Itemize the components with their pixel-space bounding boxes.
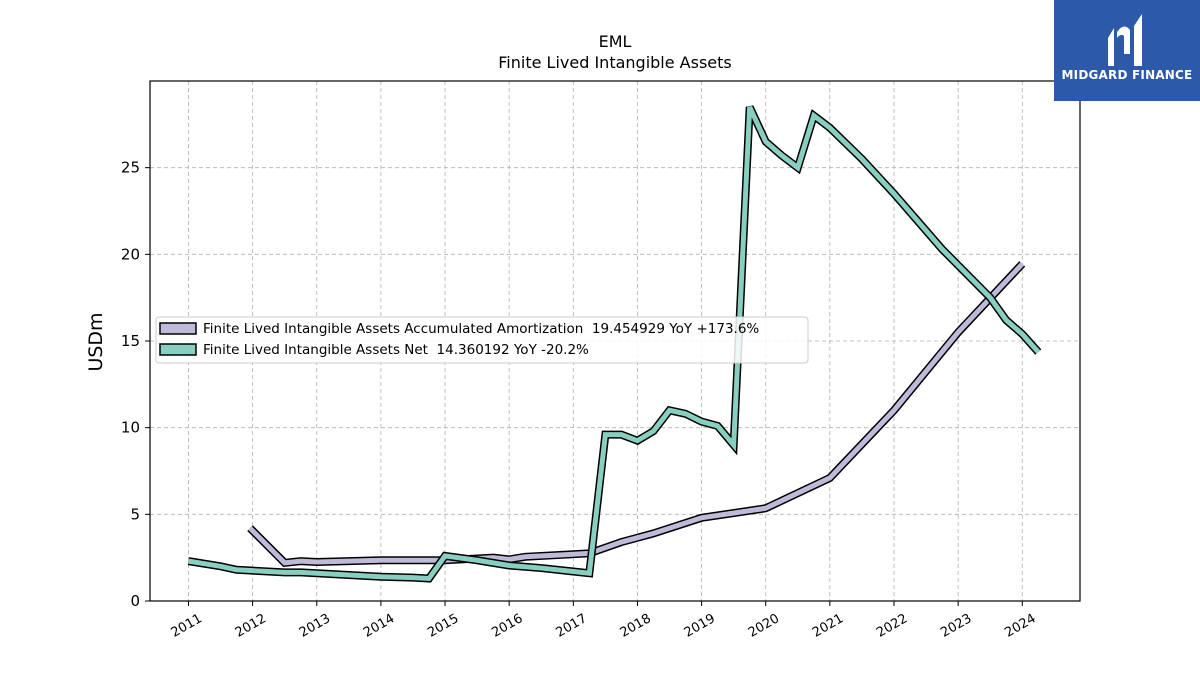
- y-tick-label: 5: [130, 505, 140, 523]
- midgard-logo-icon: [1108, 14, 1142, 66]
- series-line-0: [248, 262, 1025, 566]
- y-tick-label: 10: [121, 419, 140, 437]
- y-tick-label: 0: [130, 592, 140, 610]
- x-axis: 2011 2012 2013 2014 2015 2016 2017 2018 2019 2020…: [169, 601, 1039, 641]
- legend-box: [155, 316, 809, 364]
- logo-text: MIDGARD FINANCE: [1061, 68, 1193, 82]
- x-tick-label: 2014: [361, 611, 397, 641]
- y-axis-label: USDm: [85, 312, 107, 371]
- x-tick-label: 2011: [169, 611, 205, 641]
- series-outline-0: [247, 261, 1026, 568]
- x-tick-label: 2023: [938, 611, 974, 641]
- y-tick-label: 25: [121, 159, 140, 177]
- x-tick-label: 2024: [1002, 611, 1038, 641]
- series-line-1: [188, 105, 1041, 582]
- brand-logo: MIDGARD FINANCE: [1054, 0, 1200, 101]
- x-tick-label: 2018: [618, 611, 654, 641]
- legend-label-amortization: Finite Lived Intangible Assets Accumulat…: [203, 321, 759, 337]
- x-tick-label: 2013: [297, 611, 333, 641]
- x-tick-label: 2022: [874, 611, 910, 641]
- x-tick-label: 2016: [489, 611, 525, 641]
- y-tick-label: 20: [121, 245, 140, 263]
- chart-title: EML: [599, 32, 632, 51]
- x-tick-label: 2017: [553, 611, 589, 641]
- legend-swatch-amortization: [159, 322, 197, 335]
- y-axis: 0 5 10 15 20 25: [121, 159, 150, 610]
- series-lines: [187, 105, 1042, 583]
- legend-label-net: Finite Lived Intangible Assets Net 14.36…: [203, 342, 589, 358]
- chart-subtitle: Finite Lived Intangible Assets: [498, 53, 731, 72]
- x-tick-label: 2020: [746, 611, 782, 641]
- y-tick-label: 15: [121, 332, 140, 350]
- legend: Finite Lived Intangible Assets Accumulat…: [155, 316, 809, 364]
- x-tick-label: 2012: [233, 611, 269, 641]
- x-tick-label: 2015: [425, 611, 461, 641]
- x-tick-label: 2021: [810, 611, 846, 641]
- legend-swatch-net: [159, 343, 197, 356]
- x-tick-label: 2019: [682, 611, 718, 641]
